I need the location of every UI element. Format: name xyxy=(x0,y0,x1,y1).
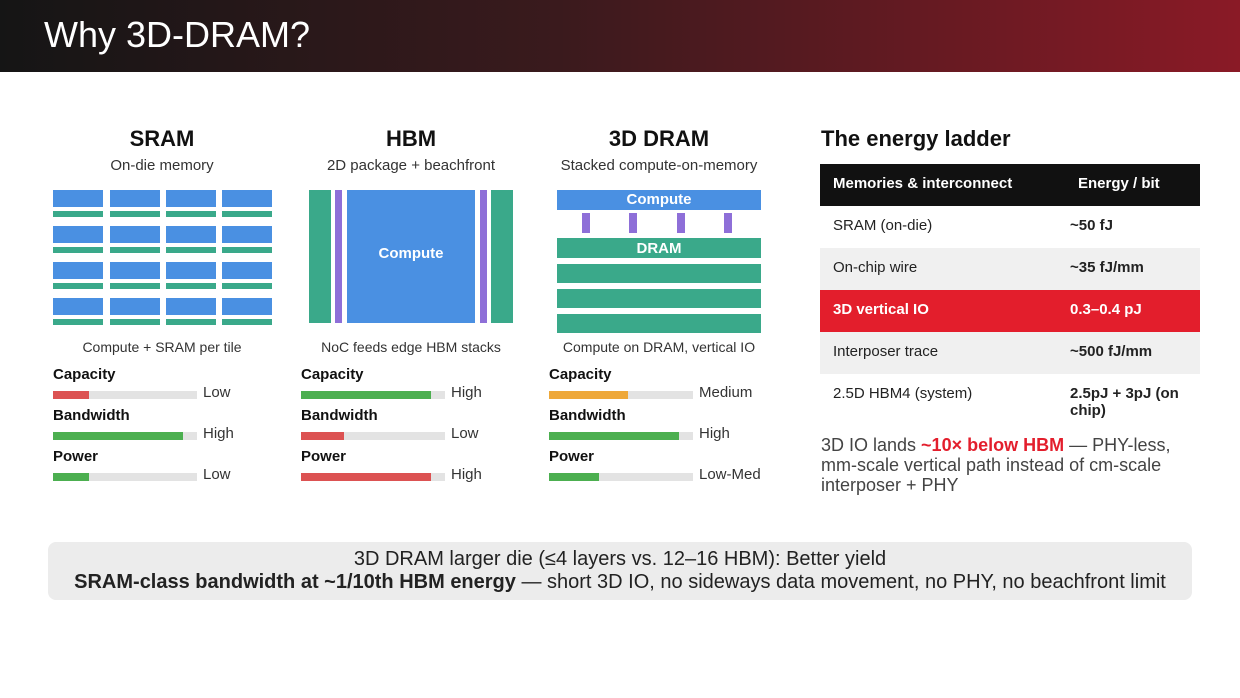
slide-title: Why 3D-DRAM? xyxy=(44,14,311,55)
table-cell: 2.5pJ + 3pJ (on chip) xyxy=(1070,385,1179,419)
header-cell: Energy / bit xyxy=(1078,175,1160,192)
table-cell: 3D vertical IO xyxy=(833,301,929,318)
metric-bar xyxy=(53,473,89,481)
metric-name: Capacity xyxy=(549,366,612,383)
column-title: 3D DRAM xyxy=(608,126,710,151)
diagrams: Compute Compute DRAM xyxy=(53,190,761,333)
diagram-label: Compute xyxy=(379,245,444,262)
metric-bar xyxy=(549,473,600,481)
sram-diagram xyxy=(53,190,272,325)
metric-name: Bandwidth xyxy=(301,407,378,424)
diagram-label: Compute xyxy=(627,191,692,208)
table-cell: 0.3–0.4 pJ xyxy=(1070,301,1142,318)
table-row: On-chip wire ~35 fJ/mm xyxy=(820,248,1200,290)
diagram-caption: Compute + SRAM per tile xyxy=(82,339,242,355)
metric-name: Capacity xyxy=(53,366,116,383)
metric-level: Medium xyxy=(699,384,753,401)
footer-text: — short 3D IO, no sideways data movement… xyxy=(515,571,1166,593)
note: 3D IO lands ~10× below HBM — PHY-less, m… xyxy=(821,435,1201,495)
diagram-label: DRAM xyxy=(637,240,682,257)
metric-track xyxy=(53,432,197,440)
table-row: Interposer trace ~500 fJ/mm xyxy=(820,332,1200,374)
column-subtitle: 2D package + beachfront xyxy=(326,157,496,174)
metric-bar xyxy=(53,391,89,399)
metric-level: Low xyxy=(203,466,231,483)
metric-level: High xyxy=(451,466,482,483)
table-row: SRAM (on-die) ~50 fJ xyxy=(820,206,1200,248)
footer-bold: SRAM-class bandwidth at ~1/10th HBM ener… xyxy=(74,571,516,593)
table-cell: On-chip wire xyxy=(833,259,918,276)
header: Why 3D-DRAM? xyxy=(0,0,1240,72)
metric-bar xyxy=(549,391,629,399)
metric-bar xyxy=(301,391,431,399)
metric-level: High xyxy=(203,425,234,442)
table-header: Memories & interconnect Energy / bit xyxy=(820,164,1200,206)
metric-track xyxy=(549,391,693,399)
hbm-diagram: Compute xyxy=(309,190,513,323)
metric-bar xyxy=(301,432,345,440)
metric-name: Power xyxy=(549,448,595,465)
column-title: SRAM xyxy=(129,126,195,151)
note-text: 3D IO lands xyxy=(821,435,922,455)
footer-line: SRAM-class bandwidth at ~1/10th HBM ener… xyxy=(48,571,1192,594)
3d-dram-diagram: Compute DRAM xyxy=(557,190,761,333)
metric-bar xyxy=(549,432,679,440)
metric-bar xyxy=(53,432,183,440)
metric-level: Low xyxy=(203,384,231,401)
metric-track xyxy=(301,391,445,399)
note-highlight: ~10× below HBM xyxy=(921,435,1065,455)
metric-name: Bandwidth xyxy=(549,407,626,424)
metric-name: Power xyxy=(301,448,347,465)
diagram-caption: Compute on DRAM, vertical IO xyxy=(562,339,756,355)
metric-track xyxy=(301,432,445,440)
metric-track xyxy=(53,473,197,481)
metric-track xyxy=(53,391,197,399)
column-subtitle: Stacked compute-on-memory xyxy=(560,157,758,174)
table-cell: Interposer trace xyxy=(833,343,939,360)
diagram-caption: NoC feeds edge HBM stacks xyxy=(321,339,501,355)
column-title: HBM xyxy=(385,126,437,151)
footer: 3D DRAM larger die (≤4 layers vs. 12–16 … xyxy=(48,542,1192,600)
metric-level: High xyxy=(699,425,730,442)
metric-level: Low xyxy=(451,425,479,442)
table-cell: ~35 fJ/mm xyxy=(1070,259,1144,276)
column-subtitle: On-die memory xyxy=(110,157,214,174)
table-row: 2.5D HBM4 (system) 2.5pJ + 3pJ (on chip) xyxy=(820,374,1200,419)
metric-level: Low-Med xyxy=(699,466,761,483)
header-cell: Memories & interconnect xyxy=(833,175,1013,192)
table-row: 3D vertical IO 0.3–0.4 pJ xyxy=(820,290,1200,332)
metric-name: Capacity xyxy=(301,366,364,383)
table-cell: ~50 fJ xyxy=(1070,217,1113,234)
table-cell: ~500 fJ/mm xyxy=(1070,343,1153,360)
metric-bar xyxy=(301,473,431,481)
metric-level: High xyxy=(451,384,482,401)
footer-line: 3D DRAM larger die (≤4 layers vs. 12–16 … xyxy=(353,548,887,570)
note-text: — PHY-less, mm-scale vertical path inste… xyxy=(821,435,1171,495)
metric-name: Power xyxy=(53,448,99,465)
energy-table: Memories & interconnect Energy / bit SRAM … xyxy=(820,164,1200,419)
table-title: The energy ladder xyxy=(821,126,1011,151)
metric-track xyxy=(549,473,693,481)
metric-track xyxy=(301,473,445,481)
metric-name: Bandwidth xyxy=(53,407,130,424)
table-cell: SRAM (on-die) xyxy=(833,217,933,234)
table-cell: 2.5D HBM4 (system) xyxy=(833,385,973,402)
metric-track xyxy=(549,432,693,440)
